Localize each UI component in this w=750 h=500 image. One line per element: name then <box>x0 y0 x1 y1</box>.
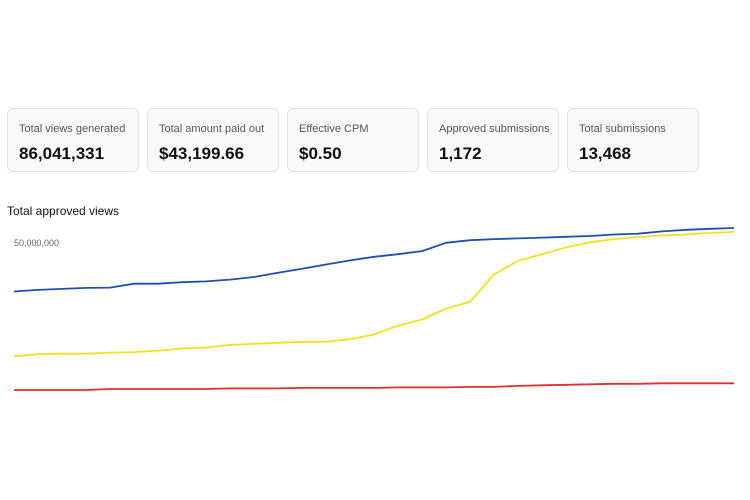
stat-label: Total views generated <box>19 123 126 135</box>
series-line-1 <box>13 227 735 293</box>
stat-label: Approved submissions <box>439 123 550 135</box>
stat-label: Total amount paid out <box>159 123 265 135</box>
series-line-3 <box>14 382 734 391</box>
stat-value: $43,199.66 <box>159 144 245 163</box>
series-line-2 <box>13 231 735 358</box>
stat-value: $0.50 <box>299 144 342 163</box>
stats-row: Total views generated 86,041,331 Total a… <box>7 108 699 172</box>
stat-label: Total submissions <box>579 123 666 135</box>
stat-value: 86,041,331 <box>19 144 105 163</box>
line-chart: 50,000,000 <box>13 227 735 391</box>
stat-card-total-views: Total views generated 86,041,331 <box>7 108 139 172</box>
stat-value: 1,172 <box>439 144 482 163</box>
stat-value: 13,468 <box>579 144 631 163</box>
stat-card-total-submissions: Total submissions 13,468 <box>567 108 699 172</box>
y-tick-label: 50,000,000 <box>14 238 59 248</box>
stat-label: Effective CPM <box>299 123 369 135</box>
chart-title: Total approved views <box>7 204 120 218</box>
stat-card-approved-submissions: Approved submissions 1,172 <box>427 108 559 172</box>
stat-card-effective-cpm: Effective CPM $0.50 <box>287 108 419 172</box>
stat-card-amount-paid: Total amount paid out $43,199.66 <box>147 108 279 172</box>
